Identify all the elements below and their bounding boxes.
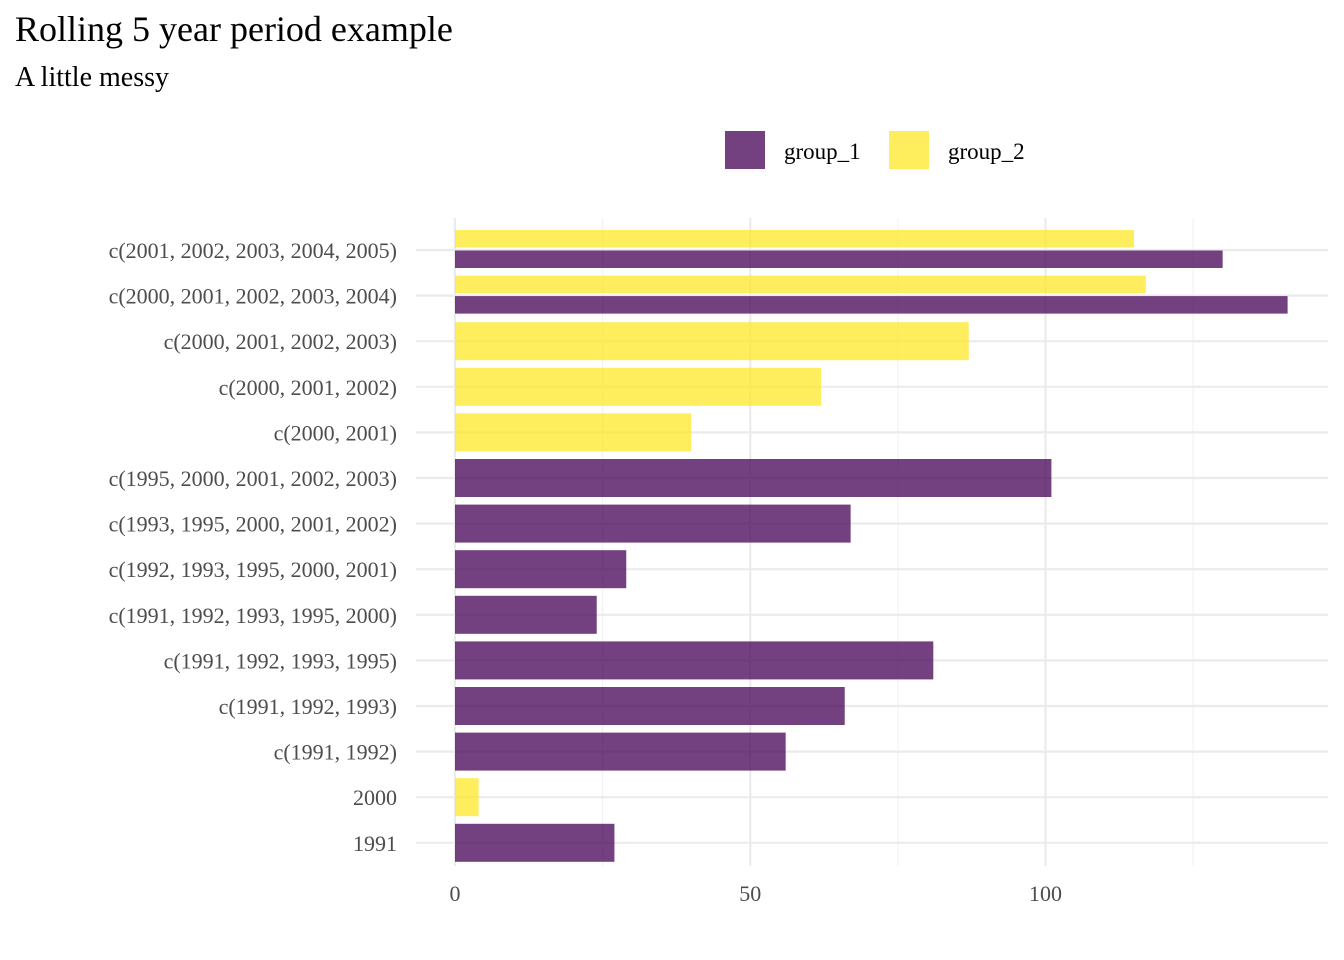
y-tick-label: c(1992, 1993, 1995, 2000, 2001) — [109, 557, 397, 582]
bar-group_1 — [455, 595, 597, 634]
y-tick-label: c(2000, 2001, 2002, 2003) — [164, 329, 397, 354]
bar-group_1 — [455, 641, 934, 680]
legend-label: group_1 — [784, 139, 861, 164]
y-tick-label: c(1995, 2000, 2001, 2002, 2003) — [109, 466, 397, 491]
bar-group_2 — [455, 413, 692, 452]
bar-group_2 — [455, 778, 479, 817]
y-tick-label: c(1991, 1992, 1993, 1995) — [164, 648, 397, 673]
x-tick-label: 100 — [1029, 881, 1062, 906]
y-tick-label: c(1991, 1992, 1993, 1995, 2000) — [109, 603, 397, 628]
legend-key-group_1 — [725, 131, 765, 169]
bar-group_1 — [455, 823, 615, 862]
bar-group_2 — [455, 322, 969, 361]
x-tick-label: 50 — [739, 881, 761, 906]
bar-group_2 — [455, 367, 822, 406]
x-tick-label: 0 — [450, 881, 461, 906]
y-tick-label: 1991 — [353, 831, 397, 856]
chart-subtitle: A little messy — [15, 62, 169, 93]
y-tick-label: c(2000, 2001, 2002) — [219, 375, 397, 400]
bar-group_1 — [455, 550, 627, 589]
legend-key-group_2 — [889, 131, 929, 169]
x-axis-labels: 0 50 100 — [450, 881, 1063, 906]
bar-group_1 — [455, 250, 1223, 268]
bar-group_1 — [455, 732, 786, 771]
bar-group_1 — [455, 459, 1052, 497]
legend-label: group_2 — [948, 139, 1025, 164]
bar-group_2 — [455, 230, 1135, 248]
y-tick-label: c(2000, 2001, 2002, 2003, 2004) — [109, 284, 397, 309]
y-tick-label: c(1991, 1992, 1993) — [219, 694, 397, 719]
y-tick-label: 2000 — [353, 785, 397, 810]
legend: group_1 group_2 — [725, 131, 1025, 169]
bar-group_1 — [455, 296, 1288, 314]
y-tick-label: c(2001, 2002, 2003, 2004, 2005) — [109, 238, 397, 263]
chart-title: Rolling 5 year period example — [15, 9, 453, 49]
bar-group_1 — [455, 504, 851, 543]
bar-group_2 — [455, 275, 1146, 294]
y-tick-label: c(2000, 2001) — [274, 420, 397, 445]
bars — [455, 230, 1288, 862]
y-tick-label: c(1991, 1992) — [274, 740, 397, 765]
bar-group_1 — [455, 687, 845, 725]
y-tick-label: c(1993, 1995, 2000, 2001, 2002) — [109, 512, 397, 537]
y-axis-labels: 1991 2000 c(1991, 1992) c(1991, 1992, 1993)… — [109, 238, 397, 856]
